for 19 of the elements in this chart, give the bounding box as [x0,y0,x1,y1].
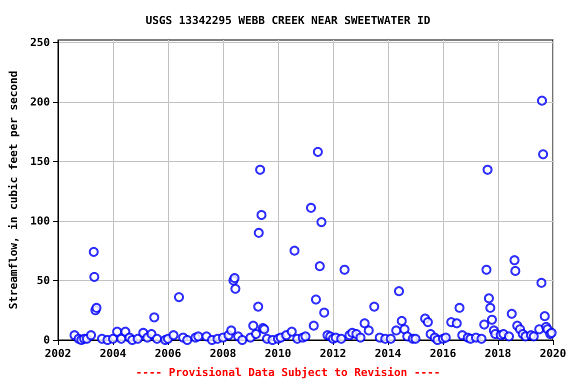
x-tick-label: 2016 [430,347,457,360]
x-tick-label: 2012 [320,347,346,360]
y-tick-label: 250 [30,36,50,49]
y-tick-label: 200 [30,95,50,108]
x-tick-label: 2014 [374,347,402,360]
x-tick-label: 2004 [100,347,127,360]
y-tick-label: 50 [36,274,50,287]
x-tick-label: 2006 [154,347,182,360]
text: ---- Provisional Data Subject to Revision ---- [136,366,440,379]
y-tick-label: 150 [30,154,50,168]
x-tick-label: 2002 [44,347,72,360]
x-tick-label: 2008 [210,347,236,360]
x-tick-label: 2018 [484,347,512,360]
y-axis-title: Streamflow, in cubic feet per second [7,70,20,310]
x-tick-label: 2010 [264,347,292,360]
y-tick-label: 100 [30,214,50,228]
y-tick-label: 0 [43,334,50,346]
chart-title: USGS 13342295 WEBB CREEK NEAR SWEETWATER ID [146,14,431,27]
x-tick-label: 2020 [540,347,566,360]
